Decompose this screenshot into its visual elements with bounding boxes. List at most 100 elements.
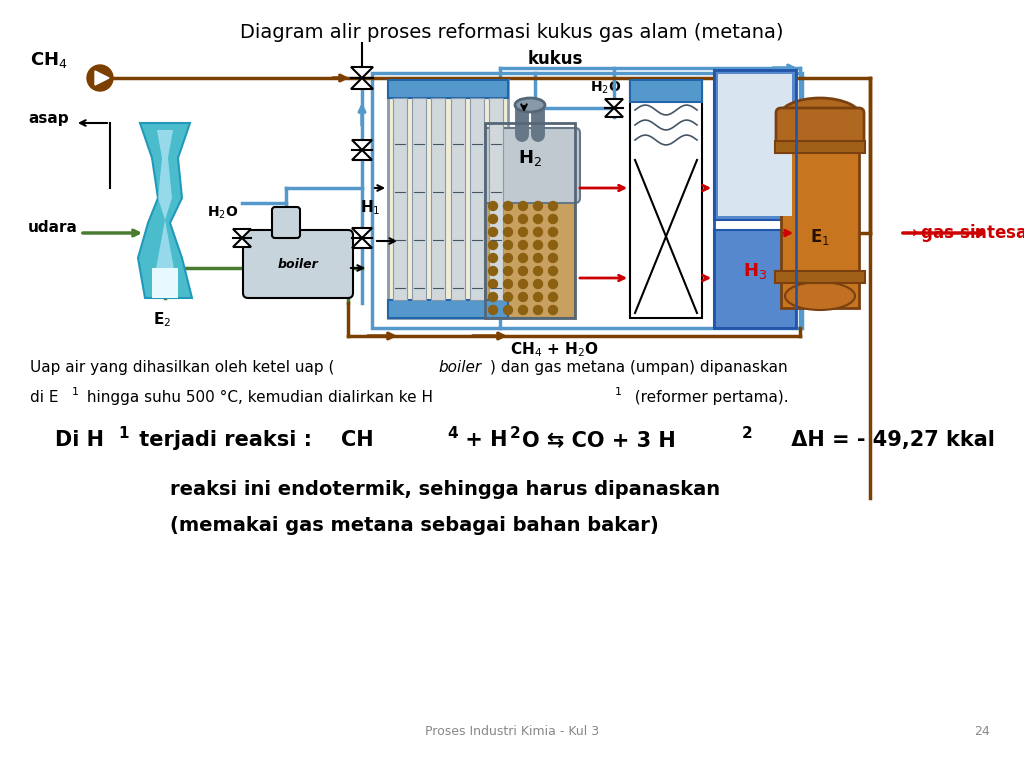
Bar [718,74,792,216]
Circle shape [488,280,498,289]
Circle shape [534,280,543,289]
Text: H$_2$: H$_2$ [518,148,542,168]
Circle shape [518,214,527,223]
Circle shape [549,201,557,210]
Circle shape [518,280,527,289]
Text: 1: 1 [615,387,622,397]
Text: H$_2$O: H$_2$O [590,80,622,96]
Polygon shape [605,108,623,117]
Ellipse shape [778,98,862,138]
Circle shape [534,214,543,223]
Text: Diagram alir proses reformasi kukus gas alam (metana): Diagram alir proses reformasi kukus gas … [241,23,783,42]
Polygon shape [233,229,251,238]
Bar [451,98,465,300]
Polygon shape [351,78,373,89]
Bar [775,271,865,283]
Circle shape [549,293,557,302]
Polygon shape [352,140,372,150]
Polygon shape [352,150,372,160]
Circle shape [504,253,512,263]
Circle shape [504,240,512,250]
Bar [488,98,503,300]
Bar [775,141,865,153]
Text: H$_2$O: H$_2$O [207,205,239,221]
Text: Uap air yang dihasilkan oleh ketel uap (: Uap air yang dihasilkan oleh ketel uap ( [30,360,335,375]
Ellipse shape [785,282,855,310]
Text: asap: asap [28,111,69,125]
Circle shape [504,201,512,210]
Text: udara: udara [28,220,78,236]
Bar [714,70,796,220]
Circle shape [549,253,557,263]
Text: $\rightarrow$gas sintesa: $\rightarrow$gas sintesa [900,222,1024,244]
Bar [781,148,859,308]
Circle shape [518,240,527,250]
Bar [714,70,796,328]
Circle shape [534,306,543,315]
Circle shape [534,266,543,276]
Circle shape [518,306,527,315]
Text: terjadi reaksi :    CH: terjadi reaksi : CH [132,430,374,450]
Polygon shape [95,71,109,85]
Text: 24: 24 [974,725,990,738]
Text: O ⇆ CO + 3 H: O ⇆ CO + 3 H [522,430,676,450]
Text: ) dan gas metana (umpan) dipanaskan: ) dan gas metana (umpan) dipanaskan [490,360,787,375]
Text: H$_1$: H$_1$ [360,199,381,217]
FancyBboxPatch shape [480,128,580,203]
Circle shape [504,214,512,223]
Bar [372,73,802,328]
FancyBboxPatch shape [272,207,300,238]
Text: (reformer pertama).: (reformer pertama). [625,390,788,405]
Circle shape [518,266,527,276]
Polygon shape [233,238,251,247]
Text: CH$_4$ + H$_2$O: CH$_4$ + H$_2$O [510,340,600,359]
FancyBboxPatch shape [776,108,864,148]
Bar [431,98,445,300]
Text: 1: 1 [118,426,128,441]
Bar [470,98,483,300]
Circle shape [518,227,527,237]
Text: 1: 1 [72,387,79,397]
Bar [413,98,426,300]
Text: di E: di E [30,390,58,405]
Circle shape [504,293,512,302]
Circle shape [488,293,498,302]
Bar [388,80,508,98]
Circle shape [488,306,498,315]
Circle shape [549,266,557,276]
Text: E$_1$: E$_1$ [810,227,830,247]
Circle shape [518,253,527,263]
Text: 4: 4 [447,426,458,441]
Polygon shape [152,130,178,290]
Circle shape [534,227,543,237]
Circle shape [488,240,498,250]
Polygon shape [352,238,372,248]
FancyBboxPatch shape [243,230,353,298]
Polygon shape [138,123,193,298]
Circle shape [534,253,543,263]
Text: + H: + H [458,430,508,450]
Circle shape [549,306,557,315]
Circle shape [549,280,557,289]
Bar [714,230,796,328]
Text: CH$_4$: CH$_4$ [30,50,68,70]
Circle shape [534,240,543,250]
Text: Proses Industri Kimia - Kul 3: Proses Industri Kimia - Kul 3 [425,725,599,738]
Circle shape [504,266,512,276]
Circle shape [549,227,557,237]
Polygon shape [605,99,623,108]
Circle shape [534,201,543,210]
Circle shape [488,266,498,276]
Circle shape [518,201,527,210]
Polygon shape [351,67,373,78]
Bar [388,300,508,318]
Circle shape [488,214,498,223]
Circle shape [488,227,498,237]
Bar [630,80,702,102]
Bar [485,198,575,318]
Circle shape [518,293,527,302]
Circle shape [504,227,512,237]
Circle shape [488,201,498,210]
Circle shape [549,240,557,250]
Circle shape [534,293,543,302]
